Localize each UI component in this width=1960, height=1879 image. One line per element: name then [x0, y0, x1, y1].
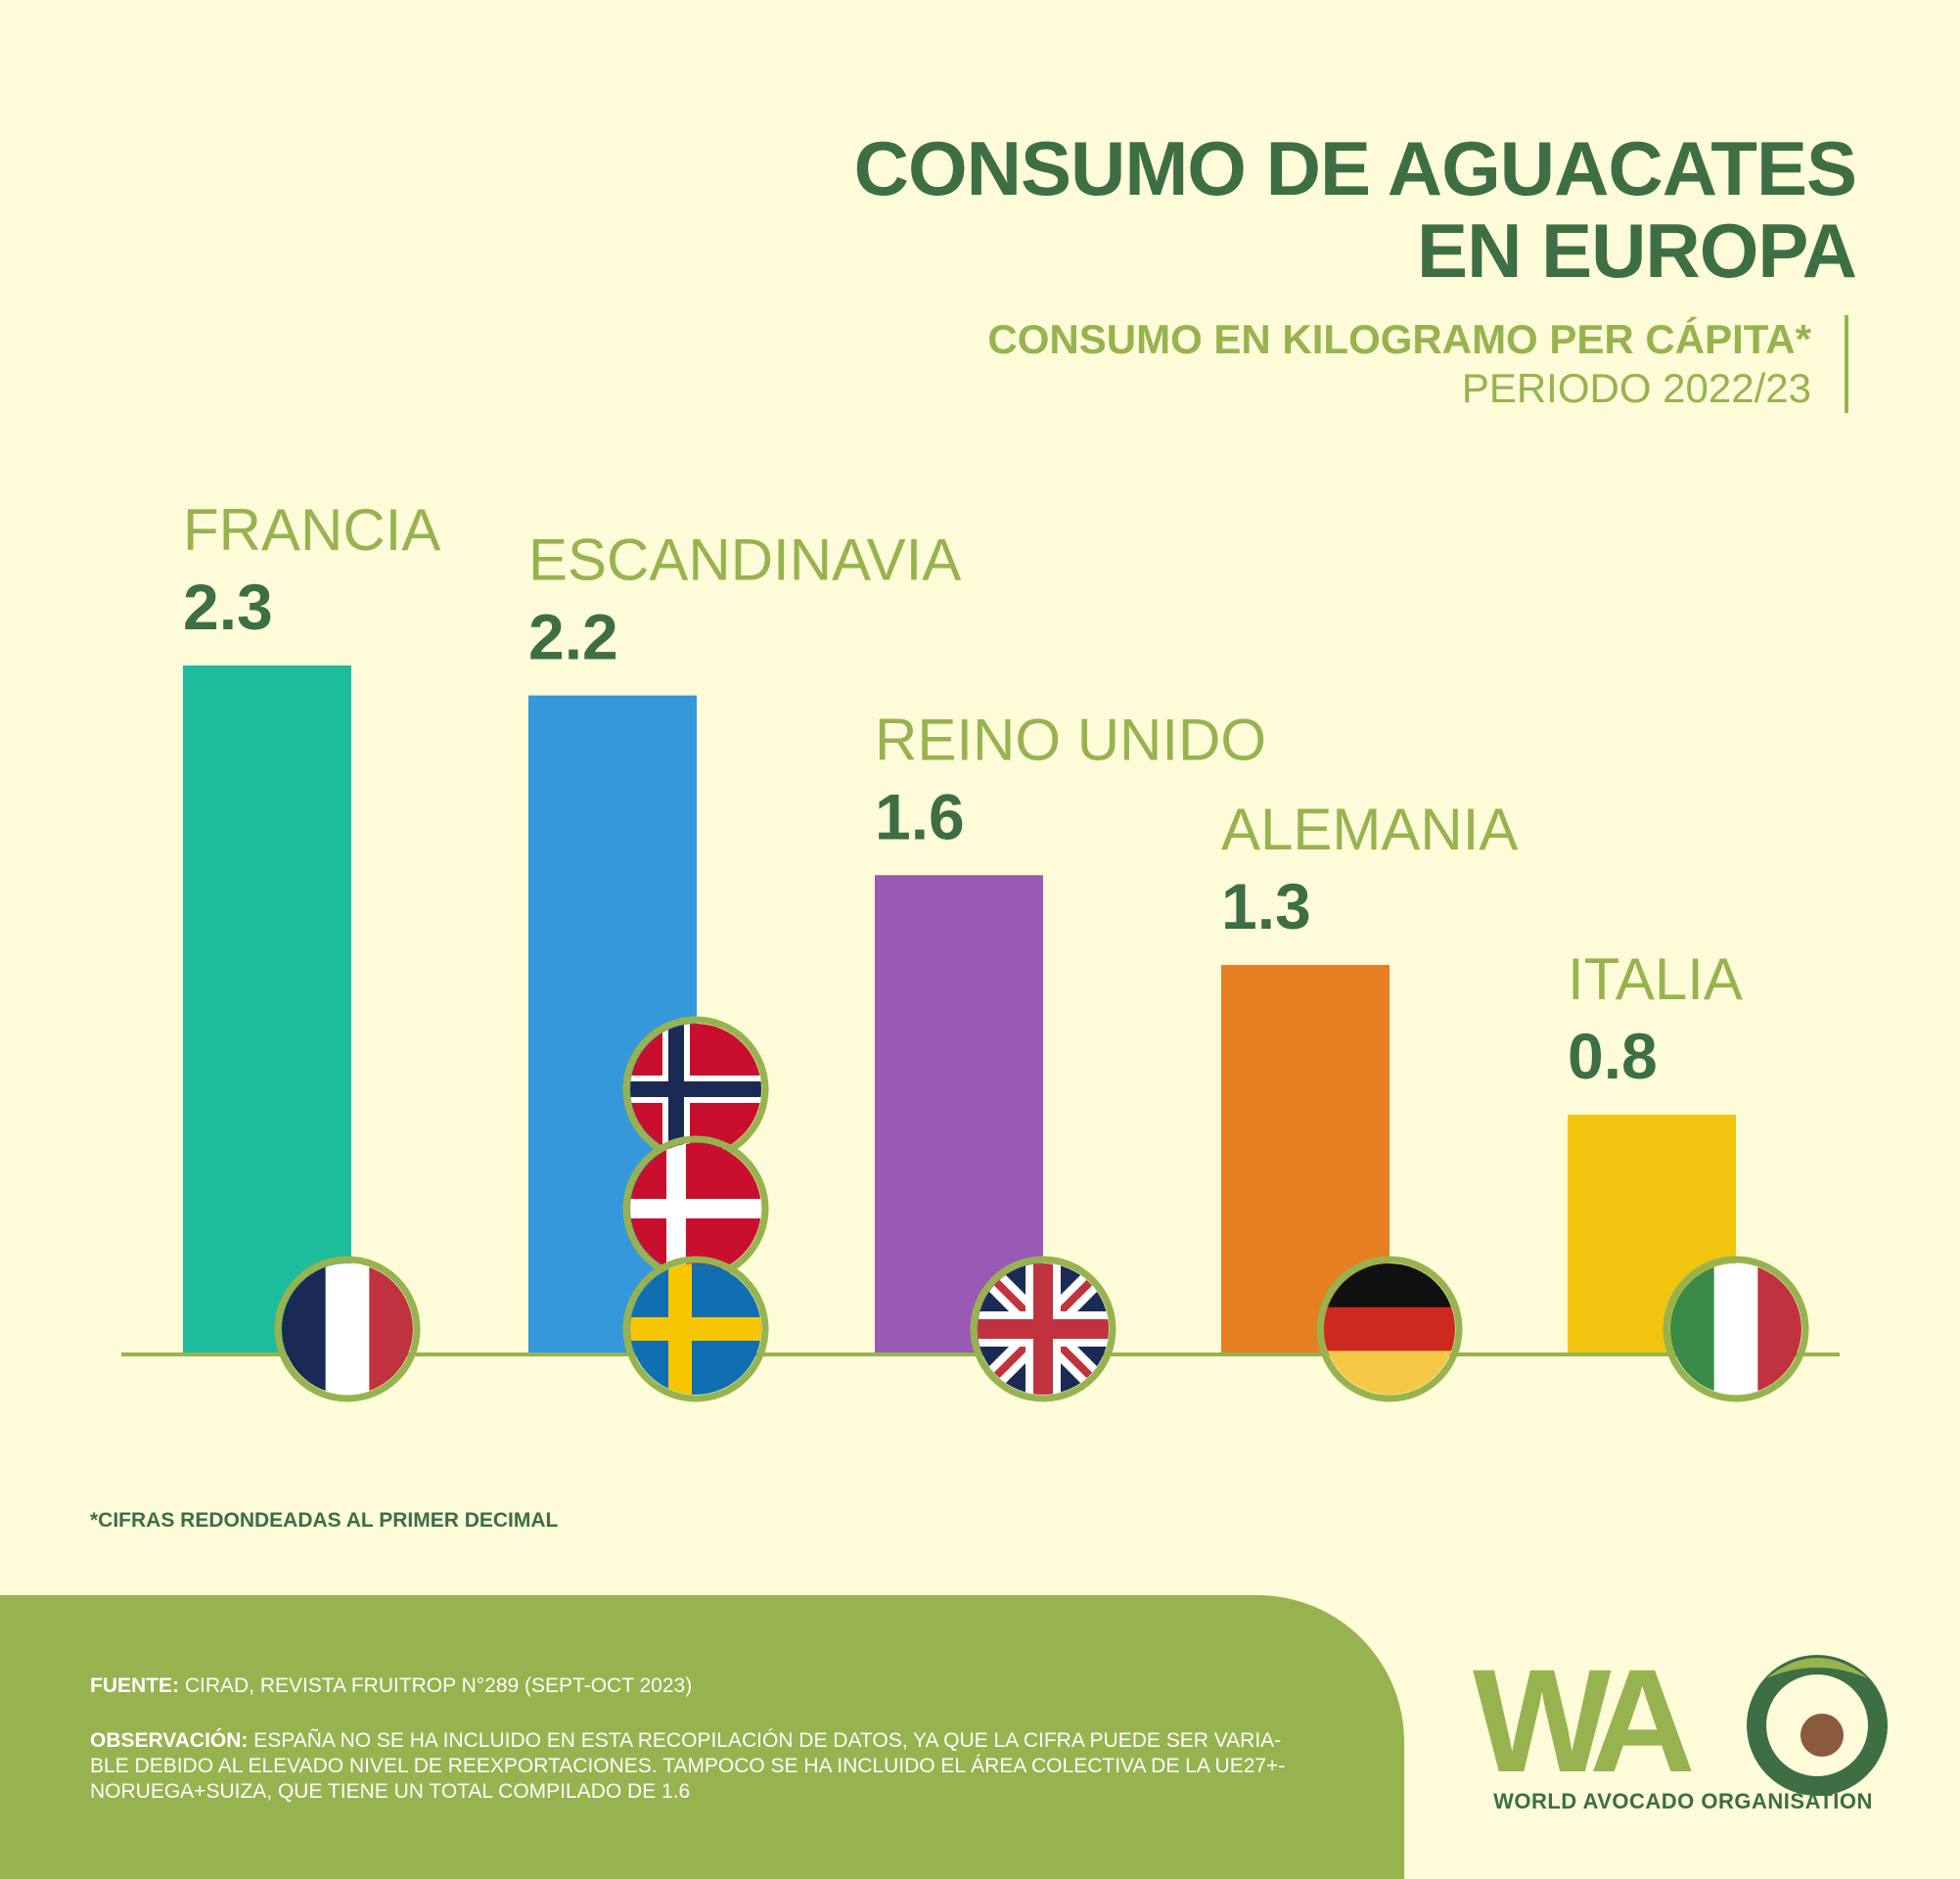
- avocado-icon: [1747, 1655, 1888, 1796]
- italy-flag-icon: [1663, 1256, 1809, 1402]
- category-label: ESCANDINAVIA: [528, 527, 961, 593]
- source-label: FUENTE:: [90, 1674, 179, 1697]
- category-label: REINO UNIDO: [875, 707, 1266, 772]
- subtitle-unit: CONSUMO EN KILOGRAMO PER CÁPITA*: [987, 316, 1811, 362]
- observation-line-3: NORUEGA+SUIZA, QUE TIENE UN TOTAL COMPIL…: [90, 1780, 691, 1803]
- bar-chart: 2.3 FRANCIA 2.2 ESCANDINAVIA 1.6 REINO UNIDO 1…: [121, 497, 1840, 1402]
- footer-panel: FUENTE: CIRAD, REVISTA FRUITROP N°289 (S…: [0, 1595, 1404, 1879]
- value-label: 0.8: [1568, 1020, 1658, 1092]
- value-label: 2.3: [183, 571, 273, 643]
- category-label: ALEMANIA: [1221, 797, 1518, 862]
- title-line-2: EN EUROPA: [1417, 207, 1857, 294]
- observation-label: OBSERVACIÓN:: [90, 1729, 249, 1752]
- source-note: FUENTE: CIRAD, REVISTA FRUITROP N°289 (S…: [90, 1673, 1333, 1699]
- bar-francia: [183, 665, 351, 1354]
- logo-wordmark: WA: [1473, 1639, 1706, 1803]
- category-label: ITALIA: [1568, 946, 1743, 1012]
- norway-flag-icon: [622, 1016, 769, 1163]
- logo-letters: WA: [1473, 1639, 1692, 1803]
- page-title: CONSUMO DE AGUACATES EN EUROPA: [584, 125, 1857, 294]
- denmark-flag-icon: [622, 1135, 769, 1282]
- wao-logo: WA: [1473, 1639, 1888, 1803]
- observation-note: OBSERVACIÓN: ESPAÑA NO SE HA INCLUIDO EN…: [90, 1728, 1333, 1805]
- footnote: *CIFRAS REDONDEADAS AL PRIMER DECIMAL: [90, 1509, 559, 1532]
- france-flag-icon: [274, 1256, 421, 1402]
- germany-flag-icon: [1316, 1256, 1463, 1402]
- value-label: 2.2: [528, 601, 618, 673]
- value-label: 1.6: [875, 780, 965, 852]
- united-kingdom-flag-icon: [970, 1256, 1117, 1402]
- category-label: FRANCIA: [183, 497, 440, 563]
- value-label: 1.3: [1221, 870, 1311, 942]
- logo-caption: WORLD AVOCADO ORGANISATION: [1493, 1789, 1873, 1813]
- title-line-1: CONSUMO DE AGUACATES: [853, 125, 1857, 211]
- observation-line-2: BLE DEBIDO AL ELEVADO NIVEL DE REEXPORTA…: [90, 1755, 1286, 1777]
- subtitle-period: PERIODO 2022/23: [1461, 365, 1811, 411]
- observation-line-1: ESPAÑA NO SE HA INCLUIDO EN ESTA RECOPIL…: [253, 1729, 1282, 1752]
- sweden-flag-icon: [622, 1256, 769, 1402]
- subtitle: CONSUMO EN KILOGRAMO PER CÁPITA* PERIODO…: [735, 315, 1848, 413]
- source-text: CIRAD, REVISTA FRUITROP N°289 (SEPT-OCT …: [184, 1674, 693, 1697]
